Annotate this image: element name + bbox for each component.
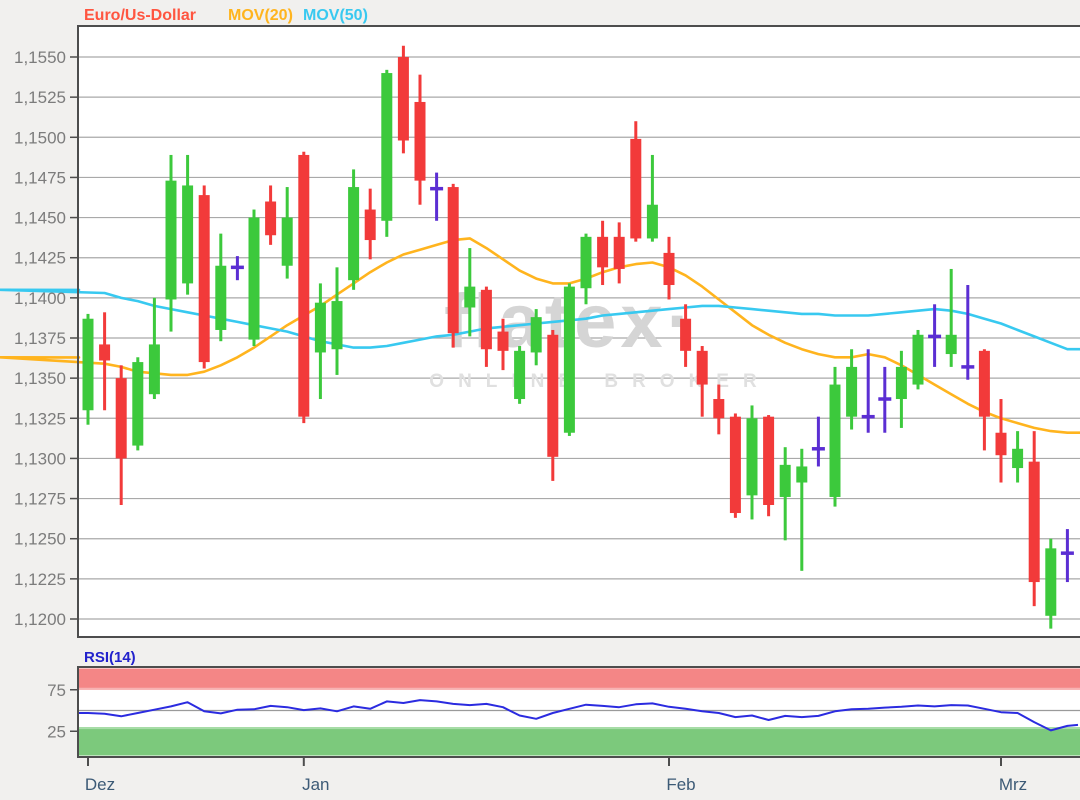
- price-tick-label: 1,1275: [14, 490, 66, 509]
- doji-candle: [430, 172, 444, 221]
- up-candle: [348, 169, 360, 290]
- down-candle: [414, 74, 426, 205]
- doji-candle: [961, 285, 975, 380]
- rsi-overbought-band: [79, 668, 1080, 690]
- down-candle: [680, 304, 692, 367]
- price-tick-label: 1,1225: [14, 570, 66, 589]
- watermark-tagline: ONLINE BROKER: [429, 371, 770, 392]
- month-tick-label: Mrz: [999, 775, 1027, 794]
- month-tick-label: Feb: [666, 775, 695, 794]
- price-tick-label: 1,1200: [14, 610, 66, 629]
- price-tick-label: 1,1425: [14, 249, 66, 268]
- doji-candle: [811, 416, 825, 467]
- down-candle: [497, 318, 509, 371]
- down-candle: [447, 183, 459, 348]
- month-tick-label: Jan: [302, 775, 329, 794]
- down-candle: [99, 312, 111, 411]
- up-candle: [895, 350, 907, 428]
- down-candle: [1028, 431, 1040, 607]
- main-chart-panel: [79, 27, 1080, 637]
- down-candle: [547, 329, 559, 481]
- up-candle: [381, 69, 393, 237]
- price-tick-label: 1,1400: [14, 289, 66, 308]
- price-tick-label: 1,1300: [14, 449, 66, 468]
- price-tick-label: 1,1325: [14, 409, 66, 428]
- price-tick-label: 1,1500: [14, 128, 66, 147]
- down-candle: [198, 185, 210, 369]
- up-candle: [165, 154, 177, 332]
- legend-mov50-label: MOV(50): [303, 7, 368, 24]
- doji-candle: [861, 349, 875, 433]
- up-candle: [215, 233, 227, 342]
- doji-candle: [1060, 529, 1074, 583]
- up-candle: [248, 209, 260, 347]
- up-candle: [331, 267, 343, 375]
- legend-mov20-label: MOV(20): [228, 7, 293, 24]
- time-axis: Dez Jan Feb Mrz: [85, 758, 1027, 794]
- up-candle: [281, 187, 293, 279]
- down-candle: [978, 349, 990, 451]
- rsi-tick-label: 25: [47, 722, 66, 741]
- doji-candle: [878, 366, 892, 433]
- rsi-oversold-band: [79, 727, 1080, 756]
- up-candle: [646, 154, 658, 242]
- doji-candle: [230, 256, 244, 281]
- up-candle: [1012, 431, 1024, 483]
- price-axis-labels: 1,1550 1,1525 1,1500 1,1475 1,1450 1,1425 1,14…: [14, 48, 66, 629]
- down-candle: [613, 222, 625, 284]
- up-candle: [796, 448, 808, 571]
- up-candle: [779, 447, 791, 541]
- price-tick-label: 1,1350: [14, 369, 66, 388]
- price-tick-label: 1,1475: [14, 168, 66, 187]
- down-candle: [597, 220, 609, 286]
- up-candle: [314, 283, 326, 400]
- down-candle: [763, 415, 775, 517]
- up-candle: [464, 248, 476, 337]
- up-candle: [182, 154, 194, 295]
- month-tick-label: Dez: [85, 775, 115, 794]
- up-candle: [82, 313, 94, 425]
- down-candle: [480, 286, 492, 367]
- up-candle: [829, 366, 841, 507]
- rsi-line: [79, 699, 1079, 732]
- price-tick-label: 1,1250: [14, 530, 66, 549]
- up-candle: [580, 233, 592, 305]
- candlesticks: [82, 45, 1074, 629]
- down-candle: [298, 151, 310, 424]
- up-candle: [148, 297, 160, 400]
- mov50-line: [0, 288, 1080, 351]
- down-candle: [729, 413, 741, 518]
- up-candle: [530, 309, 542, 366]
- down-candle: [696, 346, 708, 417]
- down-candle: [397, 45, 409, 154]
- price-tick-label: 1,1550: [14, 48, 66, 67]
- up-candle: [132, 357, 144, 451]
- up-candle: [846, 349, 858, 430]
- down-candle: [995, 399, 1007, 483]
- panel-borders: [77, 25, 1080, 758]
- legend-symbol-label: Euro/Us-Dollar: [84, 7, 196, 24]
- up-candle: [514, 346, 526, 404]
- up-candle: [945, 268, 957, 367]
- up-candle: [1045, 538, 1057, 629]
- down-candle: [663, 236, 675, 300]
- rsi-indicator: 75 25: [47, 668, 1080, 756]
- up-candle: [912, 329, 924, 390]
- down-candle: [630, 121, 642, 242]
- price-tick-label: 1,1525: [14, 88, 66, 107]
- down-candle: [364, 188, 376, 260]
- up-candle: [746, 405, 758, 520]
- doji-candle: [928, 304, 942, 367]
- rsi-tick-label: 75: [47, 681, 66, 700]
- rsi-panel-title: RSI(14): [84, 649, 136, 666]
- down-candle: [115, 365, 127, 505]
- price-tick-label: 1,1375: [14, 329, 66, 348]
- down-candle: [265, 185, 277, 245]
- down-candle: [713, 384, 725, 435]
- up-candle: [563, 283, 575, 436]
- price-tick-label: 1,1450: [14, 209, 66, 228]
